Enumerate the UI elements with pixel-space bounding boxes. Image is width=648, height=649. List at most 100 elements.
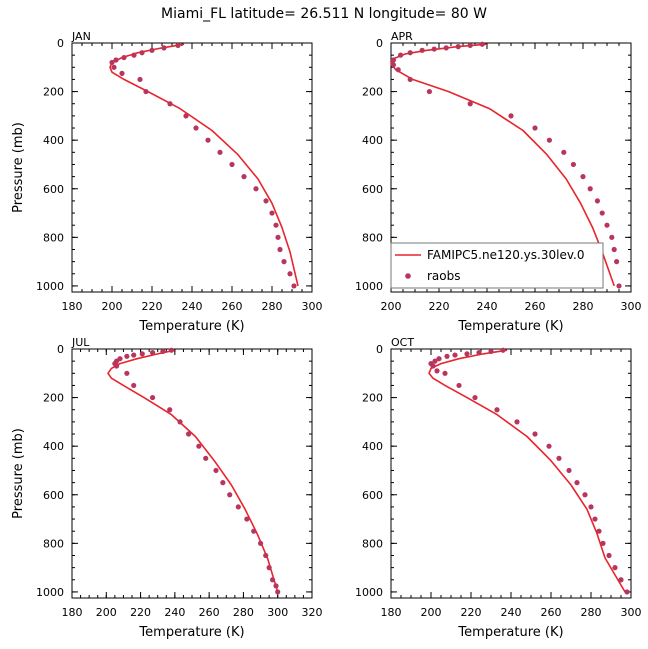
raobs-point bbox=[196, 443, 202, 449]
raobs-point bbox=[604, 222, 610, 228]
raobs-point bbox=[612, 565, 618, 571]
raobs-point bbox=[556, 455, 562, 461]
raobs-point bbox=[444, 353, 450, 359]
raobs-point bbox=[213, 467, 219, 474]
y-tick-label: 600 bbox=[362, 183, 383, 196]
raobs-point bbox=[514, 419, 520, 425]
raobs-point bbox=[430, 363, 436, 369]
raobs-point bbox=[269, 577, 276, 583]
x-tick-label: 260 bbox=[525, 300, 546, 313]
x-tick-label: 280 bbox=[581, 606, 602, 619]
raobs-point bbox=[592, 516, 598, 522]
raobs-point bbox=[600, 540, 606, 546]
y-tick-label: 600 bbox=[43, 183, 64, 196]
raobs-point bbox=[390, 62, 396, 68]
x-tick-label: 300 bbox=[267, 606, 288, 619]
panel-label: JUL bbox=[71, 336, 90, 349]
raobs-point bbox=[273, 222, 279, 228]
raobs-point bbox=[263, 552, 269, 559]
legend-entry-model: FAMIPC5.ne120.ys.30lev.0 bbox=[427, 248, 584, 262]
panel-jul: 180 200 220 240 260 280 300 320 0 200 400 600 800 100… bbox=[11, 336, 323, 640]
raobs-point bbox=[167, 101, 173, 107]
raobs-point bbox=[407, 76, 413, 83]
raobs-point bbox=[561, 149, 567, 155]
y-tick-label: 1000 bbox=[355, 280, 383, 293]
raobs-point bbox=[479, 41, 485, 47]
raobs-point bbox=[431, 46, 437, 52]
raobs-point bbox=[183, 113, 189, 119]
raobs-point bbox=[574, 480, 580, 486]
raobs-point bbox=[452, 352, 458, 358]
raobs-point bbox=[582, 492, 588, 498]
page-title: Miami_FL latitude= 26.511 N longitude= 8… bbox=[161, 6, 487, 22]
raobs-point bbox=[588, 504, 594, 510]
x-axis-label: Temperature (K) bbox=[457, 625, 563, 640]
legend-entry-raobs: raobs bbox=[427, 269, 461, 283]
raobs-point bbox=[546, 137, 553, 143]
model-profile-line bbox=[428, 349, 626, 593]
x-tick-label: 220 bbox=[461, 606, 482, 619]
raobs-point bbox=[436, 356, 442, 362]
y-tick-label: 400 bbox=[362, 440, 383, 453]
y-tick-label: 1000 bbox=[355, 586, 383, 599]
y-tick-label: 0 bbox=[57, 37, 64, 50]
panel-oct: 180 200 220 240 260 280 300 0 200 400 600 800 1000 OC… bbox=[355, 336, 642, 640]
raobs-point bbox=[580, 174, 586, 180]
raobs-point bbox=[131, 352, 137, 358]
raobs-point bbox=[432, 358, 438, 364]
raobs-point bbox=[161, 45, 167, 51]
raobs-point bbox=[488, 348, 494, 355]
x-tick-label: 220 bbox=[142, 300, 163, 313]
raobs-point bbox=[257, 540, 264, 546]
x-tick-label: 200 bbox=[96, 606, 117, 619]
raobs-point bbox=[455, 44, 461, 50]
panel-label: JAN bbox=[71, 30, 91, 43]
y-tick-label: 600 bbox=[362, 489, 383, 502]
x-tick-label: 260 bbox=[541, 606, 562, 619]
y-tick-label: 200 bbox=[362, 86, 383, 99]
raobs-point bbox=[500, 347, 506, 353]
raobs-point bbox=[426, 88, 432, 95]
x-axis-label: Temperature (K) bbox=[138, 625, 244, 640]
y-tick-label: 800 bbox=[43, 537, 64, 550]
raobs-point bbox=[494, 407, 500, 413]
panel-jan: 180 200 220 240 260 280 300 0 200 400 600 800 1000 JA… bbox=[11, 30, 323, 334]
y-axis-label: Pressure (mb) bbox=[11, 428, 26, 519]
raobs-point bbox=[131, 52, 137, 58]
raobs-point bbox=[532, 125, 538, 131]
x-tick-label: 220 bbox=[130, 606, 151, 619]
panel-label: OCT bbox=[391, 336, 414, 349]
panel-apr: 200 220 240 260 280 300 0 200 400 600 800 1000 APR Te… bbox=[355, 30, 642, 334]
raobs-point bbox=[203, 455, 209, 461]
raobs-point bbox=[434, 368, 440, 374]
raobs-point bbox=[253, 186, 259, 192]
x-tick-label: 240 bbox=[182, 300, 203, 313]
raobs-point bbox=[149, 350, 156, 356]
y-tick-label: 200 bbox=[362, 392, 383, 405]
raobs-point bbox=[121, 54, 127, 61]
x-tick-label: 180 bbox=[62, 606, 83, 619]
x-axis-label: Temperature (K) bbox=[138, 319, 244, 334]
raobs-point bbox=[609, 234, 615, 240]
x-tick-label: 200 bbox=[102, 300, 123, 313]
y-tick-label: 800 bbox=[362, 537, 383, 550]
raobs-point bbox=[587, 186, 593, 192]
x-tick-label: 240 bbox=[477, 300, 498, 313]
raobs-point bbox=[220, 480, 226, 486]
x-tick-label: 280 bbox=[573, 300, 594, 313]
raobs-point bbox=[464, 351, 470, 357]
x-tick-label: 300 bbox=[621, 300, 642, 313]
y-tick-label: 400 bbox=[43, 134, 64, 147]
raobs-point bbox=[266, 565, 272, 571]
raobs-point bbox=[131, 382, 137, 389]
raobs-point bbox=[277, 246, 283, 253]
plot-frame bbox=[71, 42, 313, 293]
x-tick-label: 180 bbox=[381, 606, 402, 619]
raobs-point bbox=[442, 370, 448, 376]
raobs-point bbox=[149, 394, 156, 401]
y-tick-label: 400 bbox=[362, 134, 383, 147]
raobs-point bbox=[137, 76, 143, 83]
raobs-point bbox=[291, 283, 297, 289]
y-axis-label: Pressure (mb) bbox=[11, 122, 26, 213]
